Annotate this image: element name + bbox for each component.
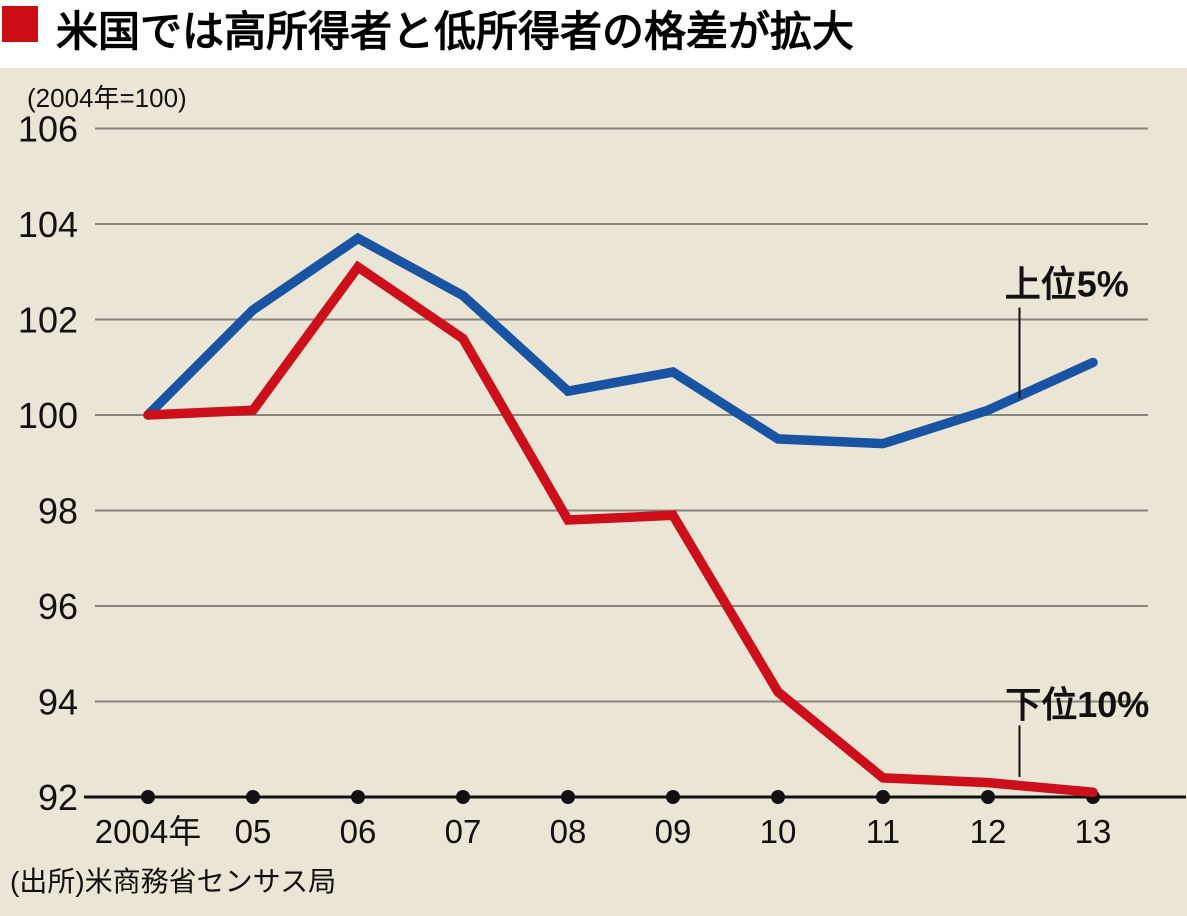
- source-label: (出所)米商務省センサス局: [10, 866, 337, 897]
- x-tick-label-2004: 2004年: [95, 813, 201, 850]
- x-tick-dot-2004: [141, 790, 155, 804]
- series-line-0: [143, 232, 1098, 449]
- x-tick-dot-2012: [981, 790, 995, 804]
- x-tick-label-2009: 09: [655, 813, 692, 850]
- x-tick-label-2006: 06: [340, 813, 377, 850]
- series-label-0: 上位5%: [1005, 264, 1129, 305]
- y-tick-label-94: 94: [38, 682, 78, 723]
- series-line-1: [143, 260, 1098, 797]
- x-tick-dot-2010: [771, 790, 785, 804]
- axis-unit-label: (2004年=100): [27, 83, 187, 113]
- x-tick-dot-2006: [351, 790, 365, 804]
- y-tick-label-102: 102: [18, 300, 78, 341]
- chart-title: 米国では高所得者と低所得者の格差が拡大: [56, 8, 855, 55]
- x-tick-label-2013: 13: [1075, 813, 1112, 850]
- y-tick-label-104: 104: [18, 204, 78, 245]
- chart-header: 米国では高所得者と低所得者の格差が拡大: [0, 0, 1187, 68]
- chart-panel: [0, 68, 1187, 916]
- x-tick-label-2012: 12: [970, 813, 1007, 850]
- y-tick-label-98: 98: [38, 491, 78, 532]
- x-tick-label-2007: 07: [445, 813, 482, 850]
- x-tick-label-2005: 05: [235, 813, 272, 850]
- x-tick-dot-2011: [876, 790, 890, 804]
- y-tick-label-106: 106: [18, 109, 78, 150]
- x-tick-dot-2007: [456, 790, 470, 804]
- x-tick-dot-2005: [246, 790, 260, 804]
- y-tick-label-96: 96: [38, 586, 78, 627]
- series-label-1: 下位10%: [1005, 684, 1149, 725]
- x-tick-dot-2009: [666, 790, 680, 804]
- y-tick-label-92: 92: [38, 777, 78, 818]
- x-tick-dot-2008: [561, 790, 575, 804]
- y-tick-label-100: 100: [18, 395, 78, 436]
- title-bullet-square: [2, 6, 38, 42]
- x-tick-label-2008: 08: [550, 813, 587, 850]
- x-tick-label-2010: 10: [760, 813, 797, 850]
- x-tick-label-2011: 11: [866, 813, 900, 850]
